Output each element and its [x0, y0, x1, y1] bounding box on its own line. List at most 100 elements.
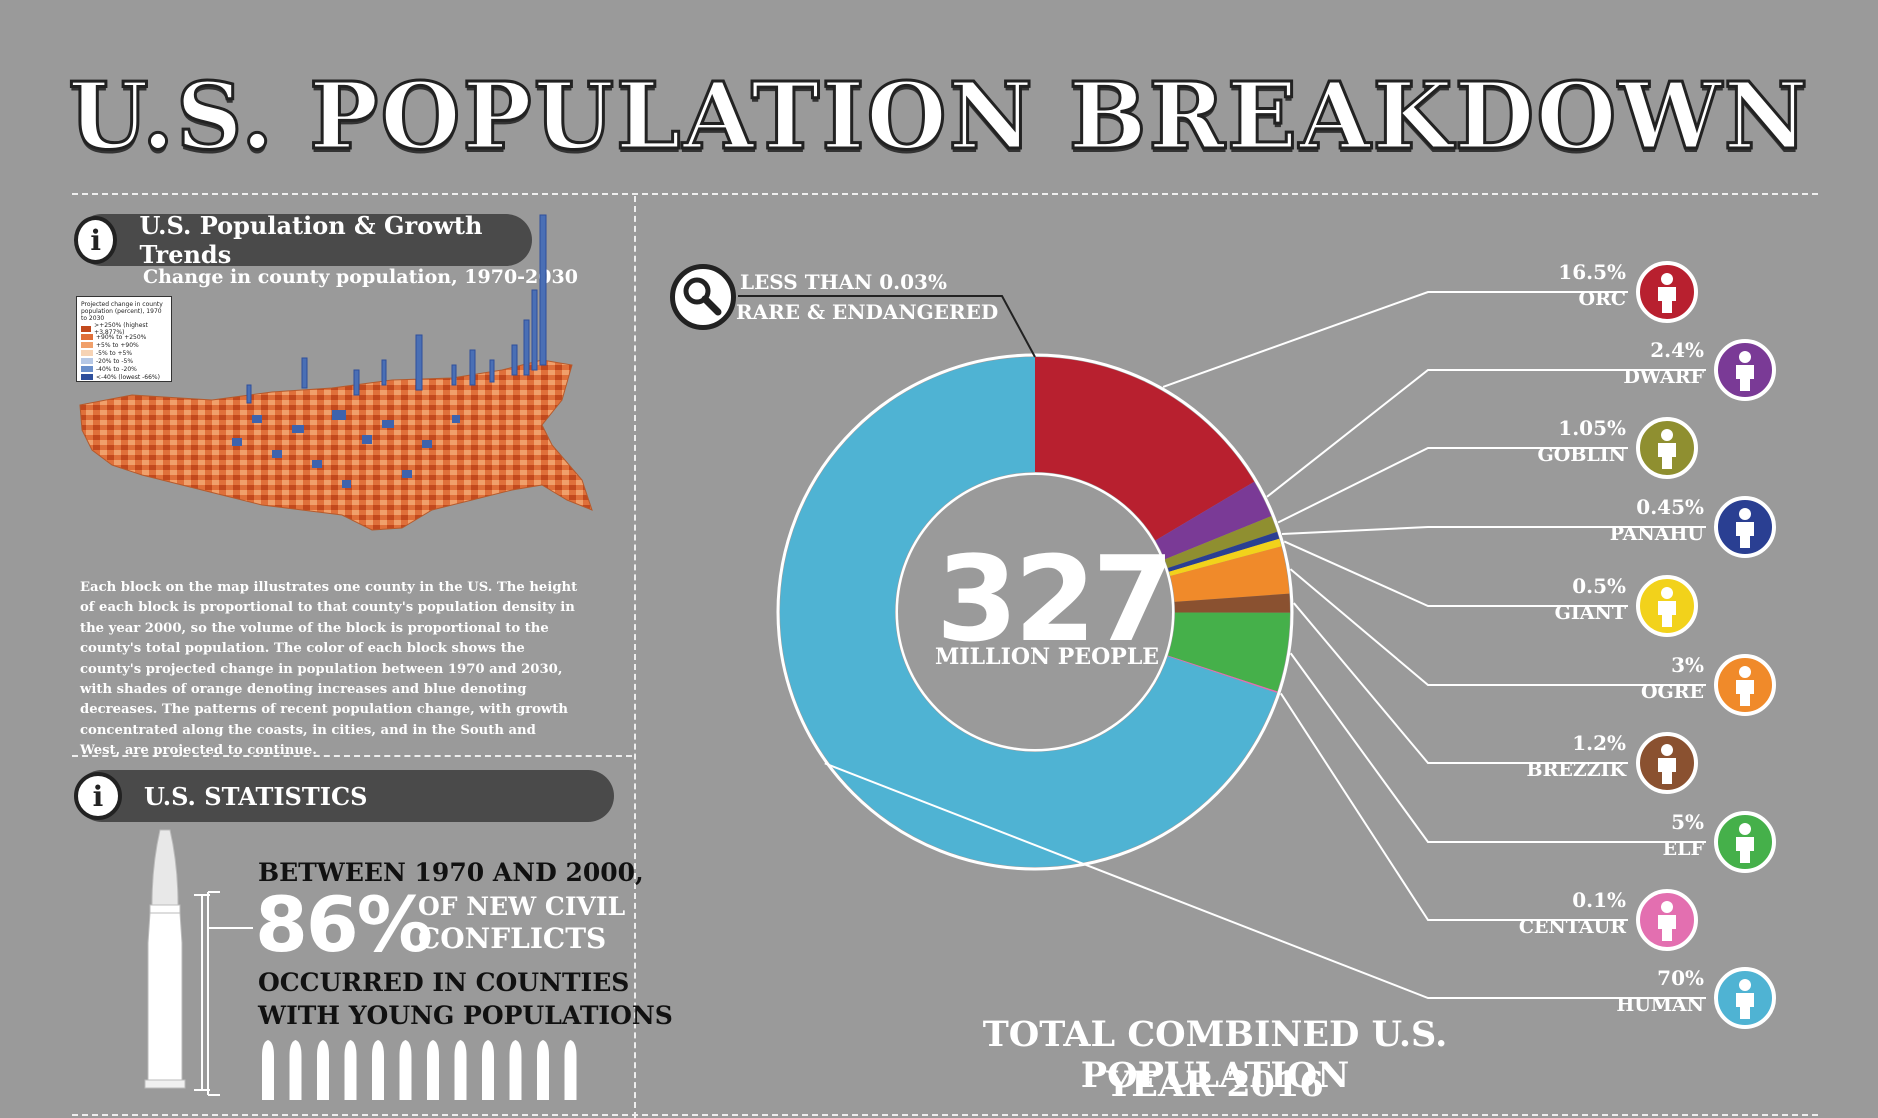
bottom-divider: [72, 1114, 1818, 1116]
stat-line-1: BETWEEN 1970 AND 2000,: [258, 858, 644, 887]
legend-swatch: [81, 334, 93, 340]
legend-title: Projected change in county population (p…: [81, 301, 163, 322]
race-value: 3%: [1671, 653, 1704, 677]
section-header-trends: i U.S. Population & Growth Trends: [74, 211, 532, 269]
bullet-icon: [289, 1040, 302, 1100]
bullet-icon: [427, 1040, 439, 1100]
center-label: MILLION PEOPLE: [935, 644, 1160, 670]
section-title-statistics: U.S. STATISTICS: [144, 781, 368, 811]
legend-label: >+250% (highest +3,877%): [94, 322, 148, 336]
donut-hole: [898, 475, 1172, 749]
map-legend: Projected change in county population (p…: [76, 296, 172, 382]
legend-item: -40% to -20%: [81, 365, 167, 373]
race-value: 5%: [1671, 810, 1704, 834]
race-name: DWARF: [1623, 366, 1704, 388]
bullet-icon: [509, 1040, 522, 1100]
legend-swatch: [81, 342, 93, 348]
legend-label: -40% to -20%: [96, 365, 137, 373]
race-value: 70%: [1657, 966, 1704, 990]
donut-slice-orc: [1035, 357, 1255, 541]
leader-line: [1289, 652, 1706, 843]
top-divider: [72, 193, 1818, 195]
donut-ring: [895, 472, 1175, 752]
stat-right-1: OF NEW CIVIL: [418, 892, 626, 921]
legend-swatch: [81, 350, 93, 356]
bullet-icon: [317, 1040, 329, 1100]
giant-icon: [1636, 575, 1698, 637]
race-value: 1.2%: [1572, 731, 1626, 755]
rare-line-2: RARE & ENDANGERED: [736, 300, 999, 324]
magnifier-icon: [670, 264, 736, 330]
donut-slice-elf: [1168, 612, 1290, 692]
legend-swatch: [81, 326, 92, 332]
donut-slice-ogre: [1170, 546, 1290, 602]
legend-item: +5% to +90%: [81, 341, 167, 349]
dwarf-icon: [1714, 339, 1776, 401]
race-value: 2.4%: [1650, 338, 1704, 362]
leader-line: [1277, 447, 1628, 524]
leader-line: [1281, 526, 1706, 536]
goblin-icon: [1636, 417, 1698, 479]
legend-item: -5% to +5%: [81, 349, 167, 357]
population-spikes: [246, 214, 547, 404]
legend-swatch: [81, 358, 93, 364]
legend-item: <-40% (lowest -66%): [81, 373, 167, 381]
ogre-icon: [1714, 654, 1776, 716]
rare-line-1: LESS THAN 0.03%: [740, 270, 947, 294]
legend-item: -20% to -5%: [81, 357, 167, 365]
stat-right-2: CONFLICTS: [418, 922, 607, 955]
centaur-icon: [1636, 889, 1698, 951]
us-map-shape: [79, 359, 593, 531]
donut-slice-panahu: [1167, 531, 1280, 572]
leader-line: [1289, 568, 1706, 686]
race-name: BREZZIK: [1526, 759, 1626, 781]
left-section-divider: [72, 755, 632, 757]
donut-slice-centaur: [1167, 655, 1278, 693]
human-icon: [1714, 967, 1776, 1029]
donut-slice-dwarf: [1155, 481, 1272, 560]
map-description: Each block on the map illustrates one co…: [80, 580, 578, 759]
map-subtitle: Change in county population, 1970-2030: [143, 266, 578, 288]
legend-label: +90% to +250%: [96, 333, 147, 341]
legend-label: +5% to +90%: [96, 341, 139, 349]
legend-item: >+250% (highest +3,877%): [81, 322, 167, 336]
panahu-icon: [1714, 496, 1776, 558]
leader-line: [1266, 369, 1706, 498]
race-value: 0.5%: [1572, 574, 1626, 598]
race-value: 1.05%: [1558, 416, 1626, 440]
leader-line: [1293, 602, 1628, 764]
race-value: 0.45%: [1636, 495, 1704, 519]
legend-label: -5% to +5%: [96, 349, 133, 357]
bracket-line: [207, 891, 253, 1096]
race-name: HUMAN: [1616, 994, 1704, 1016]
race-name: GOBLIN: [1537, 444, 1626, 466]
section-header-statistics: i U.S. STATISTICS: [74, 770, 614, 822]
stat-percent: 86%: [255, 880, 433, 969]
decrease-blocks: [232, 410, 460, 488]
elf-icon: [1714, 811, 1776, 873]
legend-label: <-40% (lowest -66%): [96, 373, 160, 381]
bullet-icon: [537, 1040, 549, 1100]
bullet-icon: [344, 1040, 357, 1100]
race-name: OGRE: [1640, 681, 1704, 703]
brezzik-icon: [1636, 732, 1698, 794]
orc-icon: [1636, 261, 1698, 323]
legend-rows: >+250% (highest +3,877%) +90% to +250% +5%…: [81, 322, 167, 381]
leader-line: [1162, 291, 1628, 388]
donut-slice-giant: [1169, 538, 1282, 576]
legend-swatch: [81, 366, 93, 372]
footer-line-1: TOTAL COMBINED U.S. POPULATION: [982, 1014, 1448, 1096]
donut-slice-goblin: [1164, 516, 1278, 568]
stat-line-4: WITH YOUNG POPULATIONS: [258, 1001, 673, 1030]
us-county-map: [79, 214, 593, 531]
bullet-icon: [399, 1040, 412, 1100]
legend-item: +90% to +250%: [81, 333, 167, 341]
race-name: ORC: [1578, 288, 1626, 310]
bullet-icon: [372, 1040, 384, 1100]
race-name: ELF: [1662, 838, 1704, 860]
footer-line-2: YEAR 2016: [1106, 1064, 1324, 1105]
rare-leader-line: [738, 295, 1036, 358]
race-name: CENTAUR: [1518, 916, 1626, 938]
leader-line: [1283, 540, 1628, 607]
